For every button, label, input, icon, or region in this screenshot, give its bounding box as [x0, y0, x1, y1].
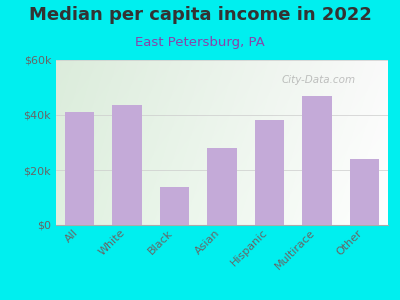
Bar	[350, 159, 379, 225]
Bar	[112, 105, 142, 225]
Bar	[302, 96, 332, 225]
Bar	[65, 112, 94, 225]
Text: East Petersburg, PA: East Petersburg, PA	[135, 36, 265, 49]
Bar	[207, 148, 237, 225]
Bar	[160, 187, 189, 225]
Text: City-Data.com: City-Data.com	[282, 75, 356, 85]
Bar	[255, 121, 284, 225]
Text: Median per capita income in 2022: Median per capita income in 2022	[28, 6, 372, 24]
